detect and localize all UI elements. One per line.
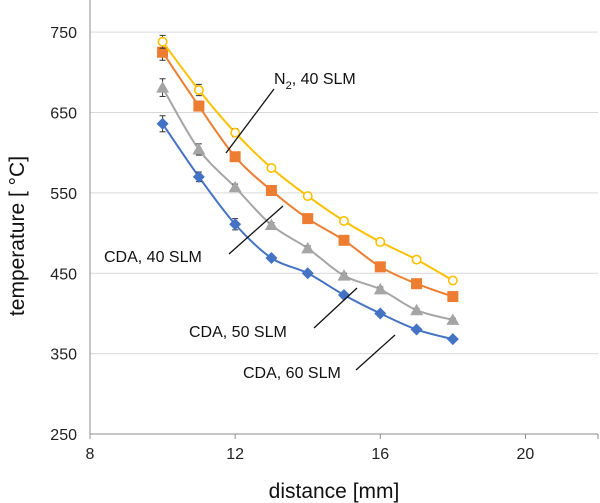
data-point-n2-40-slm xyxy=(375,236,386,247)
data-point-n2-40-slm xyxy=(193,85,204,96)
y-tick-label: 250 xyxy=(50,427,77,444)
grid-lines xyxy=(90,31,598,355)
x-tick-label: 16 xyxy=(371,446,389,463)
data-point-cda-60-slm xyxy=(156,117,169,130)
data-point-cda-60-slm xyxy=(301,267,314,280)
data-point-cda-60-slm xyxy=(265,251,278,264)
series-group xyxy=(156,34,460,346)
data-point-n2-40-slm xyxy=(411,254,422,265)
y-tick-label: 550 xyxy=(50,186,77,203)
data-point-cda-50-slm xyxy=(156,81,170,93)
leader-line-cda50 xyxy=(313,287,358,329)
series-cda-50-slm xyxy=(156,78,460,325)
data-point-cda-40-slm xyxy=(447,291,459,303)
data-point-cda-60-slm xyxy=(338,288,350,301)
data-point-cda-40-slm xyxy=(157,46,169,58)
data-point-cda-40-slm xyxy=(374,261,386,273)
data-point-n2-40-slm xyxy=(302,191,313,202)
y-axis-title: temperature [ °C] xyxy=(6,156,29,316)
tick-labels: 250 350 450 550 650 750 8 12 16 20 xyxy=(50,25,534,463)
data-point-cda-60-slm xyxy=(229,218,242,231)
data-point-cda-50-slm xyxy=(373,282,387,295)
data-point-cda-50-slm xyxy=(264,218,278,231)
data-point-cda-50-slm xyxy=(410,303,424,316)
y-tick-label: 350 xyxy=(50,347,77,364)
data-point-cda-60-slm xyxy=(192,170,205,183)
annotation-n2-40slm: N2, 40 SLM xyxy=(274,71,356,92)
data-point-cda-50-slm xyxy=(337,269,351,281)
annotation-cda-50slm: CDA, 50 SLM xyxy=(189,324,287,341)
data-point-cda-40-slm xyxy=(229,151,241,163)
data-point-cda-50-slm xyxy=(228,180,242,193)
y-tick-label: 750 xyxy=(50,25,77,42)
x-tick-label: 20 xyxy=(517,446,535,463)
x-tick-label: 8 xyxy=(86,446,95,463)
x-axis-title: distance [mm] xyxy=(269,480,400,503)
y-tick-label: 650 xyxy=(50,106,77,123)
data-point-cda-40-slm xyxy=(193,100,205,112)
data-point-cda-40-slm xyxy=(411,278,423,290)
data-point-n2-40-slm xyxy=(447,275,458,286)
leader-line-cda40 xyxy=(228,205,284,255)
data-point-cda-60-slm xyxy=(374,307,387,320)
data-point-cda-60-slm xyxy=(410,323,423,336)
leader-line-n2 xyxy=(225,88,275,154)
x-tick-label: 12 xyxy=(226,446,244,463)
data-point-cda-50-slm xyxy=(192,142,206,155)
y-tick-label: 450 xyxy=(50,266,77,283)
annotations: N2, 40 SLM CDA, 40 SLM CDA, 50 SLM CDA, … xyxy=(104,71,396,382)
series-n2-40-slm xyxy=(157,34,458,286)
annotation-cda-60slm: CDA, 60 SLM xyxy=(243,365,341,382)
data-point-n2-40-slm xyxy=(338,216,349,227)
data-point-cda-40-slm xyxy=(302,213,314,225)
data-point-cda-40-slm xyxy=(265,184,277,196)
leader-line-cda60 xyxy=(355,334,396,371)
data-point-n2-40-slm xyxy=(266,162,277,173)
annotation-cda-40slm: CDA, 40 SLM xyxy=(104,249,202,266)
data-point-cda-50-slm xyxy=(446,313,460,325)
data-point-n2-40-slm xyxy=(157,36,168,47)
series-line-cda-50-slm xyxy=(161,87,454,321)
axes xyxy=(89,0,599,439)
data-point-cda-60-slm xyxy=(446,333,459,346)
series-cda-40-slm xyxy=(157,43,459,303)
data-point-cda-50-slm xyxy=(301,241,315,254)
data-point-n2-40-slm xyxy=(230,127,241,138)
data-point-cda-40-slm xyxy=(338,234,350,246)
series-line-cda-40-slm xyxy=(161,51,454,298)
